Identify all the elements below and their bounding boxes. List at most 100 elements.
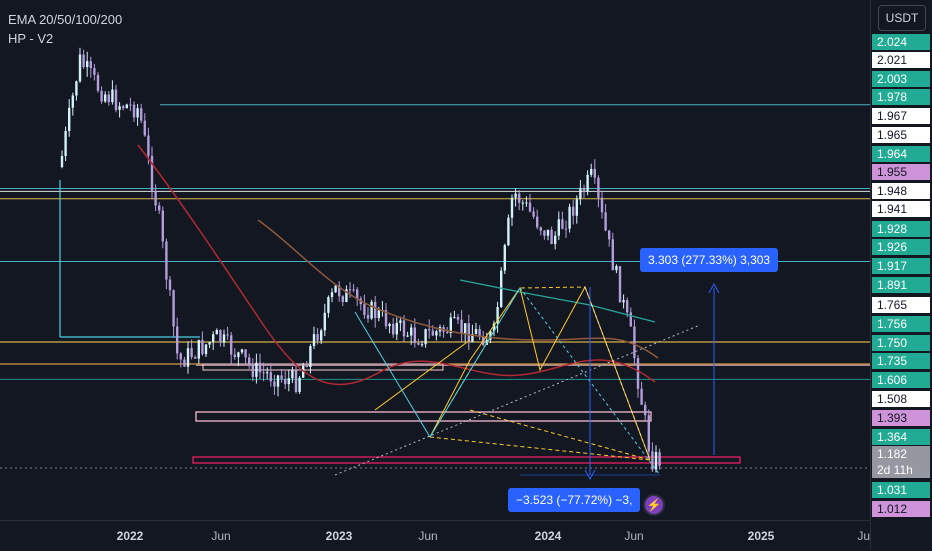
candle-body bbox=[240, 349, 244, 353]
lightning-icon[interactable]: ⚡ bbox=[643, 494, 665, 516]
candle-body bbox=[190, 348, 193, 358]
candle-body bbox=[377, 310, 380, 319]
candle-body bbox=[86, 61, 89, 68]
candle-body bbox=[366, 314, 370, 319]
candle-body bbox=[370, 301, 373, 319]
price-tag: 1.891 bbox=[872, 277, 930, 293]
time-tick-label: 2022 bbox=[116, 529, 144, 543]
candle-body bbox=[194, 357, 197, 359]
candle-body bbox=[179, 353, 182, 360]
candle-body bbox=[309, 346, 312, 368]
candle-body bbox=[374, 301, 377, 319]
candle-body bbox=[352, 289, 355, 291]
chart-area[interactable] bbox=[0, 0, 870, 520]
candle-body bbox=[132, 104, 136, 118]
time-axis[interactable]: 2022 Jun 2023 Jun 2024 Jun 2025 Ju bbox=[0, 520, 870, 551]
candle-body bbox=[222, 334, 226, 343]
measure-label-down[interactable]: −3.523 (−77.72%) −3, bbox=[508, 488, 641, 512]
price-tag: 1.948 bbox=[872, 183, 930, 199]
candle-body bbox=[287, 378, 290, 385]
candle-body bbox=[64, 130, 67, 156]
candle-body bbox=[71, 95, 74, 108]
pattern-line bbox=[584, 286, 651, 461]
candle-body bbox=[78, 54, 82, 82]
candle-body bbox=[154, 190, 157, 206]
legend-indicator-hp[interactable]: HP - V2 bbox=[8, 31, 54, 46]
candle-body bbox=[467, 323, 470, 343]
candle-body bbox=[280, 375, 283, 379]
candle-body bbox=[575, 199, 578, 216]
candle-body bbox=[219, 330, 222, 343]
candle-body bbox=[564, 228, 568, 230]
time-tick-label: Jun bbox=[418, 529, 438, 543]
price-tag: 1.926 bbox=[872, 239, 930, 255]
pattern-line bbox=[354, 287, 521, 438]
price-tag: 1.606 bbox=[872, 372, 930, 388]
candle-body bbox=[341, 296, 344, 302]
currency-button[interactable]: USDT bbox=[878, 5, 926, 31]
measure-label-up[interactable]: 3.303 (277.33%) 3,303 bbox=[640, 248, 779, 272]
candle-body bbox=[640, 388, 643, 405]
price-tag: 1.735 bbox=[872, 353, 930, 369]
candle-body bbox=[532, 211, 535, 217]
measure-arrowhead-down bbox=[584, 469, 596, 481]
candle-body bbox=[233, 354, 236, 358]
time-tick-label: Ju bbox=[857, 529, 870, 543]
candle-body bbox=[208, 342, 211, 345]
harmonic-pattern bbox=[469, 409, 651, 461]
zone-box bbox=[202, 363, 444, 371]
candle-body bbox=[496, 307, 499, 324]
candle-body bbox=[449, 317, 452, 333]
legend-indicator-ema[interactable]: EMA 20/50/100/200 bbox=[8, 12, 123, 27]
candle-body bbox=[651, 451, 654, 470]
candle-body bbox=[312, 334, 316, 347]
candle-body bbox=[518, 193, 521, 203]
candle-body bbox=[186, 348, 190, 367]
price-tag: 2.003 bbox=[872, 71, 930, 87]
candle-body bbox=[388, 323, 391, 327]
candle-body bbox=[158, 205, 161, 211]
candle-body bbox=[237, 352, 240, 358]
price-tag: 1.928 bbox=[872, 221, 930, 237]
candle-body bbox=[550, 229, 553, 244]
candle-body bbox=[611, 239, 614, 271]
candle-body bbox=[489, 331, 492, 340]
candle-body bbox=[125, 104, 128, 109]
candle-body bbox=[118, 106, 121, 110]
candle-body bbox=[215, 330, 218, 335]
candle-body bbox=[424, 329, 427, 345]
chart-canvas[interactable] bbox=[0, 0, 870, 520]
candle-body bbox=[161, 210, 164, 242]
candle-body bbox=[284, 378, 287, 385]
candle-body bbox=[140, 108, 143, 121]
candle-body bbox=[147, 135, 150, 156]
candle-body bbox=[543, 230, 546, 236]
candle-body bbox=[402, 320, 406, 337]
candle-body bbox=[100, 90, 103, 102]
candle-body bbox=[129, 104, 132, 106]
price-tag: 1.182 bbox=[872, 446, 930, 462]
price-tag: 2.024 bbox=[872, 34, 930, 50]
candle-body bbox=[568, 206, 571, 229]
candle-body bbox=[93, 68, 96, 75]
candle-body bbox=[104, 94, 107, 102]
support-zone bbox=[192, 456, 741, 464]
candle-body bbox=[316, 334, 319, 341]
time-tick-label: 2025 bbox=[747, 529, 775, 543]
candle-body bbox=[273, 381, 276, 387]
candle-body bbox=[536, 216, 539, 228]
price-tag: 1.967 bbox=[872, 108, 930, 124]
candle-body bbox=[323, 312, 326, 331]
time-tick-label: Jun bbox=[624, 529, 644, 543]
candle-body bbox=[399, 320, 402, 323]
time-tick-label: 2024 bbox=[534, 529, 562, 543]
candle-body bbox=[503, 245, 506, 271]
candle-body bbox=[107, 94, 110, 103]
candle-body bbox=[413, 327, 416, 344]
candle-body bbox=[420, 344, 424, 346]
candle-body bbox=[230, 335, 233, 355]
candle-body bbox=[226, 334, 229, 336]
candle-body bbox=[136, 108, 139, 118]
price-tag: 1.955 bbox=[872, 164, 930, 180]
candle-body bbox=[165, 241, 168, 280]
